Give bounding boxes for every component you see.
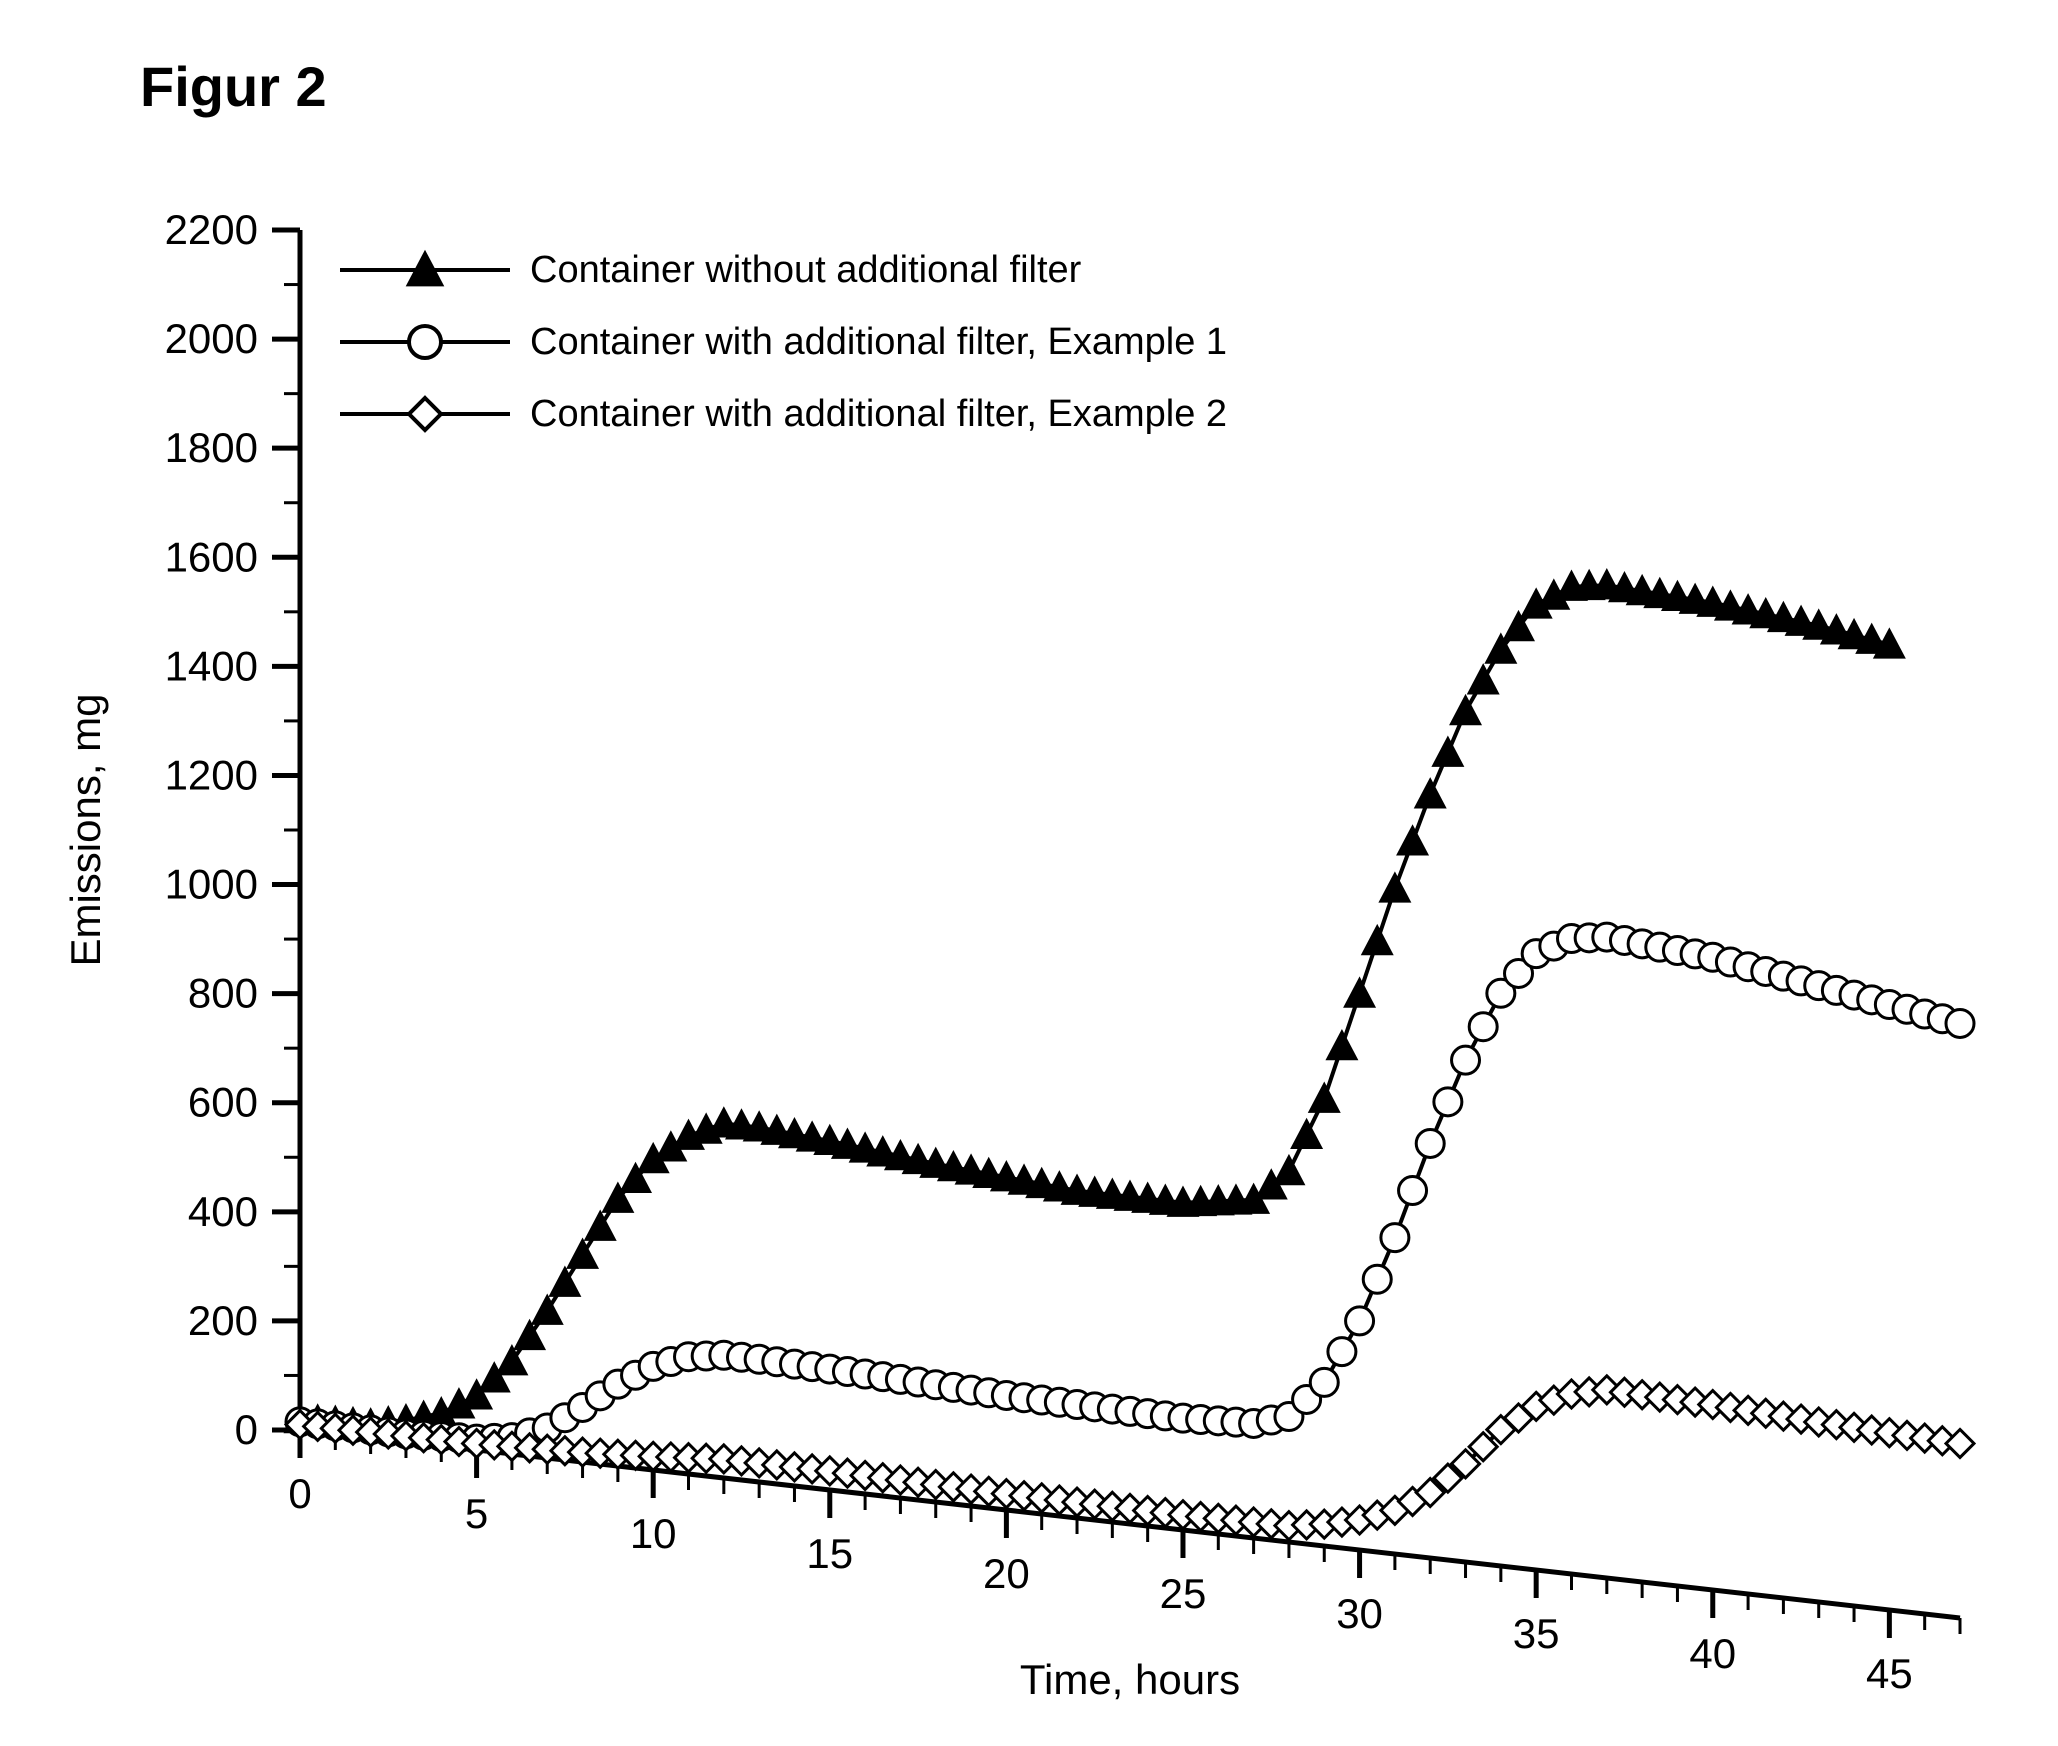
svg-text:800: 800 [188,970,258,1017]
svg-text:0: 0 [235,1406,258,1453]
legend-label: Container with additional filter, Exampl… [530,393,1227,435]
legend-label: Container with additional filter, Exampl… [530,321,1227,363]
svg-text:5: 5 [465,1490,488,1537]
svg-text:15: 15 [806,1530,853,1577]
svg-text:1600: 1600 [165,533,258,580]
y-axis-label: Emissions, mg [62,693,109,966]
svg-text:0: 0 [288,1470,311,1517]
series-0 [286,571,1903,1437]
svg-text:1800: 1800 [165,424,258,471]
svg-text:1200: 1200 [165,751,258,798]
svg-text:400: 400 [188,1188,258,1235]
svg-text:40: 40 [1689,1630,1736,1677]
x-axis-label: Time, hours [1020,1656,1240,1703]
svg-text:1000: 1000 [165,861,258,908]
svg-text:20: 20 [983,1550,1030,1597]
svg-text:1400: 1400 [165,642,258,689]
svg-text:600: 600 [188,1079,258,1126]
svg-text:35: 35 [1513,1610,1560,1657]
svg-text:45: 45 [1866,1650,1913,1697]
svg-text:25: 25 [1160,1570,1207,1617]
svg-text:200: 200 [188,1297,258,1344]
emissions-chart: 0200400600800100012001400160018002000220… [0,0,2058,1746]
legend: Container without additional filter Conta… [340,249,1227,435]
svg-text:10: 10 [630,1510,677,1557]
legend-label: Container without additional filter [530,249,1082,291]
svg-text:2000: 2000 [165,315,258,362]
svg-text:30: 30 [1336,1590,1383,1637]
svg-text:2200: 2200 [165,206,258,253]
